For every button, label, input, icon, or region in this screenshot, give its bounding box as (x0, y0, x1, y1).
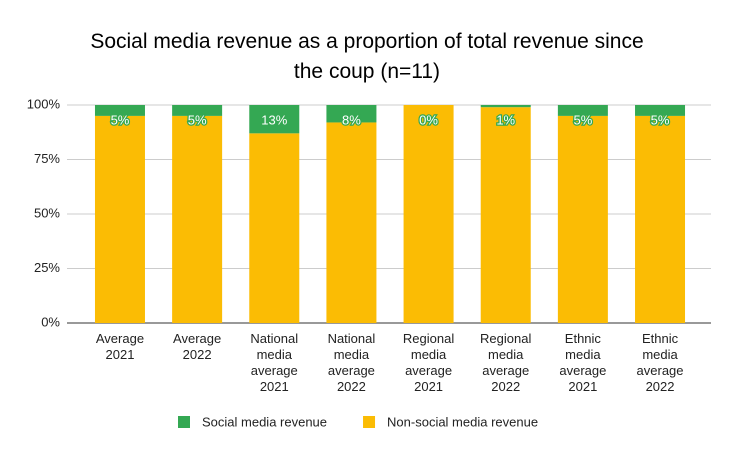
bar-segment (635, 105, 686, 116)
bar-segment (326, 105, 377, 123)
x-tick-label: National media average 2022 (328, 331, 376, 394)
x-tick-label: Ethnic media average 2022 (637, 331, 684, 394)
data-label: 5% (651, 112, 670, 127)
x-tick-label: Regional media average 2021 (403, 331, 454, 394)
y-tick-label: 25% (34, 260, 60, 275)
legend-swatch (363, 416, 376, 428)
legend-label: Non-social media revenue (387, 414, 538, 429)
bar-segment (94, 105, 145, 116)
bar-segment (172, 115, 223, 324)
data-label: 5% (111, 112, 130, 127)
x-tick-label: Regional media average 2022 (480, 331, 531, 394)
x-tick-label: Average 2021 (96, 331, 144, 362)
bar-segment (557, 105, 608, 116)
y-tick-label: 75% (34, 151, 60, 166)
bar-segment (403, 105, 454, 323)
bar-segment (557, 115, 608, 324)
bar-segment (172, 105, 223, 116)
bar-segment (249, 105, 300, 134)
data-label: 5% (188, 112, 207, 127)
bar-segment (635, 115, 686, 324)
y-tick-label: 100% (27, 96, 61, 111)
y-tick-label: 50% (34, 205, 60, 220)
x-tick-label: Average 2022 (173, 331, 221, 362)
chart-title: Social media revenue as a proportion of … (90, 30, 643, 83)
y-tick-label: 0% (41, 314, 60, 329)
data-label: 0% (419, 112, 438, 127)
data-label: 13% (261, 112, 287, 127)
bar-segment (94, 115, 145, 324)
bar-segment (249, 133, 300, 323)
legend-swatch (178, 416, 190, 428)
data-label: 8% (342, 112, 361, 127)
bar-segment (480, 107, 531, 324)
bar-segment (480, 105, 531, 108)
x-tick-label: National media average 2021 (250, 331, 298, 394)
data-label: 1% (496, 112, 515, 127)
data-label: 5% (573, 112, 592, 127)
legend-label: Social media revenue (202, 414, 327, 429)
bar-segment (326, 122, 377, 323)
x-tick-label: Ethnic media average 2021 (559, 331, 606, 394)
